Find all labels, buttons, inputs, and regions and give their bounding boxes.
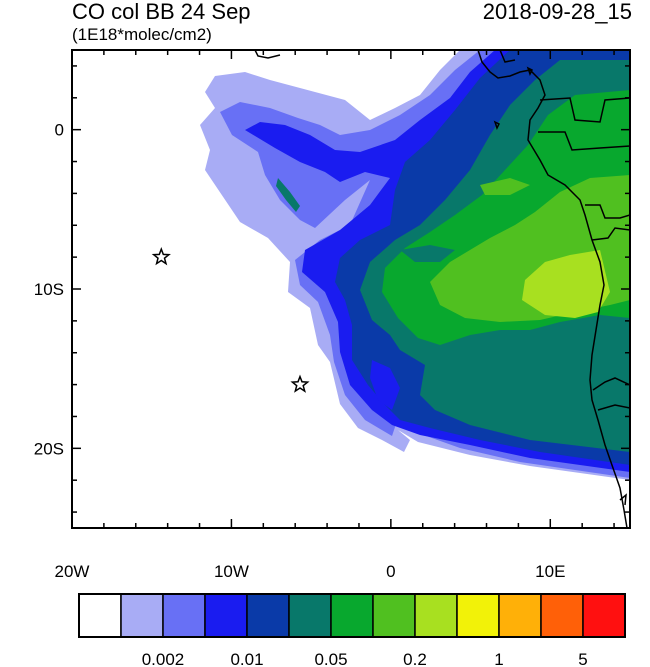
colorbar-swatch bbox=[78, 593, 122, 638]
colorbar: 0.002 0.01 0.05 0.2 1 5 bbox=[78, 593, 626, 667]
colorbar-label: 0.002 bbox=[142, 650, 185, 667]
colorbar-label: 0.01 bbox=[230, 650, 263, 667]
plume-level-8 bbox=[522, 250, 610, 318]
colorbar-swatch bbox=[204, 593, 248, 638]
y-tick-label: 20S bbox=[34, 439, 64, 458]
colorbar-label: 1 bbox=[494, 650, 503, 667]
border-8 bbox=[254, 50, 281, 59]
border-3 bbox=[585, 204, 630, 219]
africa-coastline bbox=[477, 50, 628, 528]
station-markers bbox=[151, 246, 310, 393]
border-7 bbox=[499, 50, 516, 63]
border-6 bbox=[597, 404, 630, 411]
border-9 bbox=[619, 493, 627, 506]
y-tick-label: 0 bbox=[55, 121, 64, 140]
colorbar-swatch bbox=[120, 593, 164, 638]
colorbar-label: 0.2 bbox=[403, 650, 427, 667]
border-5 bbox=[592, 377, 630, 391]
island-1 bbox=[493, 120, 501, 130]
colorbar-label: 0.05 bbox=[314, 650, 347, 667]
border-4 bbox=[591, 227, 630, 241]
star-marker-icon bbox=[151, 246, 171, 266]
star-marker-icon bbox=[290, 374, 310, 393]
datetime-label: 2018-09-28_15 bbox=[482, 0, 632, 24]
island-2 bbox=[526, 66, 534, 76]
colorbar-frame bbox=[78, 593, 626, 638]
plume-detail-1 bbox=[276, 178, 300, 212]
border-1 bbox=[539, 97, 630, 123]
colorbar-swatch bbox=[582, 593, 626, 638]
map-title: CO col BB 24 Sep bbox=[72, 0, 251, 24]
plume-detail-3 bbox=[400, 245, 455, 262]
x-tick-label: 20W bbox=[55, 562, 90, 581]
plume-detail-2 bbox=[370, 360, 400, 410]
x-tick-label: 0 bbox=[386, 562, 395, 581]
colorbar-swatch bbox=[288, 593, 332, 638]
coastline bbox=[254, 50, 630, 528]
colorbar-swatch bbox=[330, 593, 374, 638]
colorbar-swatch bbox=[372, 593, 416, 638]
colorbar-swatch bbox=[162, 593, 206, 638]
colorbar-swatch bbox=[498, 593, 542, 638]
colorbar-swatch bbox=[414, 593, 458, 638]
y-tick-label: 10S bbox=[34, 280, 64, 299]
border-2 bbox=[538, 131, 630, 151]
x-tick-label: 10W bbox=[214, 562, 249, 581]
x-tick-label: 10E bbox=[535, 562, 565, 581]
plume-detail-4 bbox=[480, 178, 530, 195]
colorbar-swatch bbox=[246, 593, 290, 638]
colorbar-label: 5 bbox=[578, 650, 587, 667]
co-plume bbox=[200, 50, 630, 480]
colorbar-swatch bbox=[456, 593, 500, 638]
colorbar-swatch bbox=[540, 593, 584, 638]
units-label: (1E18*molec/cm2) bbox=[72, 25, 212, 44]
axis-ticks: 20W 10W 0 10E 0 10S 20S bbox=[34, 50, 630, 581]
